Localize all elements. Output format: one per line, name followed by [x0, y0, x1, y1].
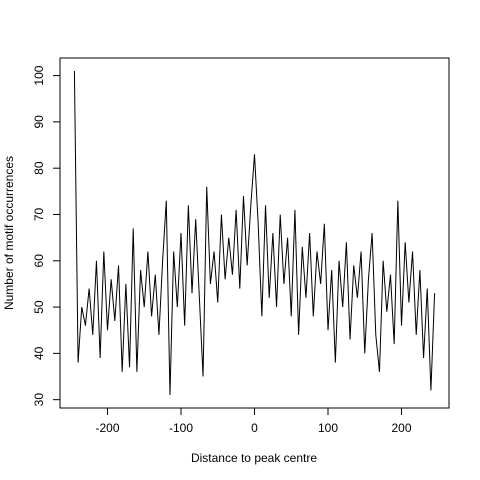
x-tick-label: 200 — [391, 421, 411, 435]
plot-box — [59, 57, 450, 409]
y-tick-label: 100 — [32, 65, 46, 85]
data-line — [73, 70, 436, 396]
y-tick-label: 80 — [32, 161, 46, 175]
y-tick-label: 40 — [32, 346, 46, 360]
x-tick-label: -200 — [95, 421, 119, 435]
y-tick-label: 70 — [32, 207, 46, 221]
y-tick-label: 50 — [32, 300, 46, 314]
y-tick-label: 90 — [32, 115, 46, 129]
x-tick-label: -100 — [169, 421, 193, 435]
x-tick-label: 100 — [318, 421, 338, 435]
y-tick-label: 30 — [32, 393, 46, 407]
y-tick-label: 60 — [32, 254, 46, 268]
x-axis-label: Distance to peak centre — [191, 451, 317, 465]
x-tick-label: 0 — [251, 421, 258, 435]
y-axis-label: Number of motif occurrences — [2, 156, 16, 310]
